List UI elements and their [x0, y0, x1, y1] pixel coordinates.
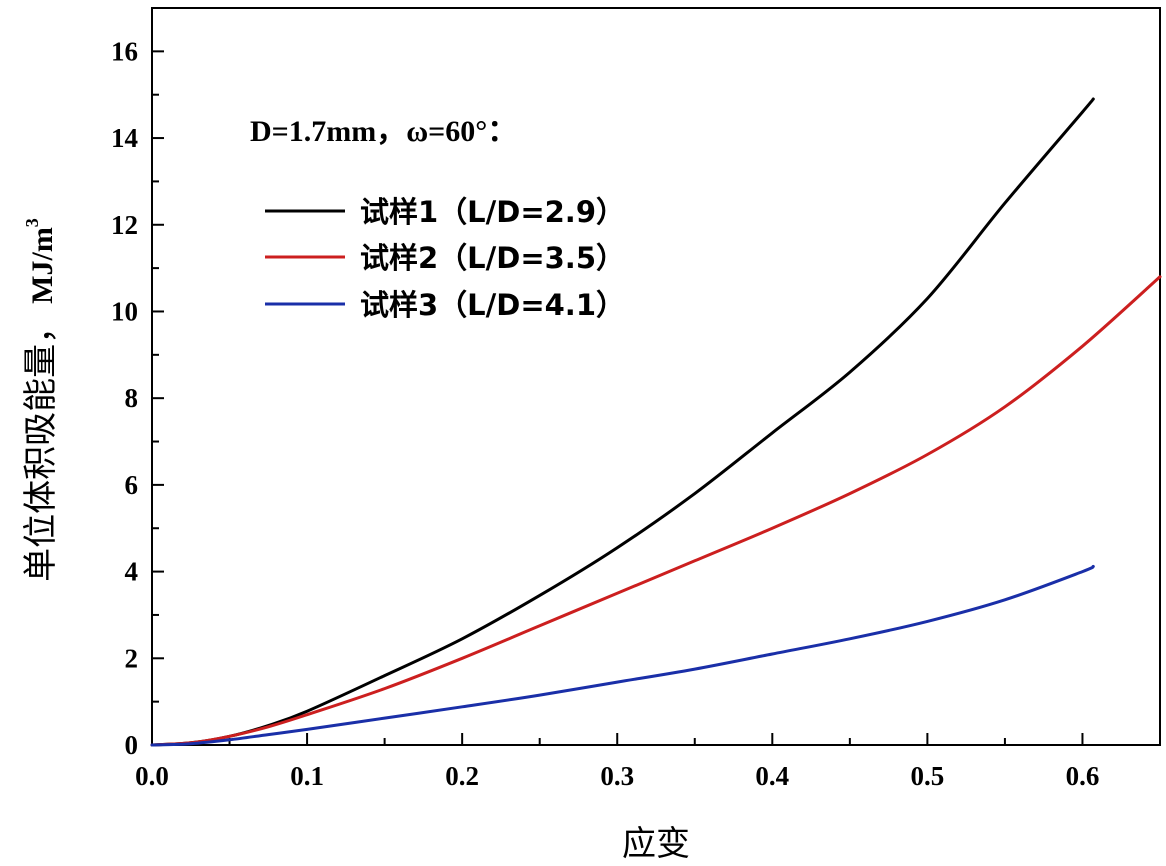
chart-annotation: D=1.7mm，ω=60°： — [250, 115, 517, 148]
y-axis-unit: MJ/m — [26, 227, 59, 304]
x-axis-title: 应变 — [622, 824, 690, 864]
legend-label-3: 试样3（L/D=4.1） — [360, 288, 625, 322]
plot-frame — [151, 7, 1161, 746]
series-line-specimen-3 — [150, 564, 1095, 747]
y-tick-label: 6 — [125, 470, 139, 500]
series-lines — [150, 97, 1162, 747]
x-tick-labels: 0.0 0.1 0.2 0.3 0.4 0.5 0.6 — [135, 761, 1099, 791]
x-tick-label: 0.0 — [135, 761, 169, 791]
y-tick-label: 4 — [125, 557, 139, 587]
y-tick-label: 12 — [111, 210, 138, 240]
x-tick-label: 0.6 — [1066, 761, 1100, 791]
x-tick-label: 0.4 — [755, 761, 789, 791]
y-axis-title-group: 单位体积吸能量， MJ/m3 — [21, 218, 61, 582]
y-tick-labels: 0 2 4 6 8 10 12 14 16 — [111, 36, 138, 760]
y-tick-label: 2 — [125, 643, 139, 673]
y-tick-label: 14 — [111, 123, 138, 153]
axis-ticks — [151, 7, 1161, 746]
y-tick-label: 8 — [125, 383, 139, 413]
y-tick-label: 10 — [111, 296, 138, 326]
y-tick-label: 16 — [111, 36, 138, 66]
y-tick-label: 0 — [125, 730, 139, 760]
legend: 试样1（L/D=2.9） 试样2（L/D=3.5） 试样3（L/D=4.1） — [265, 195, 625, 322]
legend-label-2: 试样2（L/D=3.5） — [360, 241, 625, 275]
x-tick-label: 0.2 — [445, 761, 479, 791]
y-axis-unit-superscript: 3 — [22, 218, 42, 227]
x-tick-label: 0.3 — [600, 761, 634, 791]
y-axis-title-text: 单位体积吸能量， — [21, 310, 61, 582]
x-tick-label: 0.1 — [290, 761, 324, 791]
series-line-specimen-2 — [150, 275, 1162, 747]
legend-label-1: 试样1（L/D=2.9） — [360, 195, 625, 229]
x-tick-label: 0.5 — [911, 761, 945, 791]
y-axis-title: 单位体积吸能量， MJ/m3 — [21, 218, 61, 582]
